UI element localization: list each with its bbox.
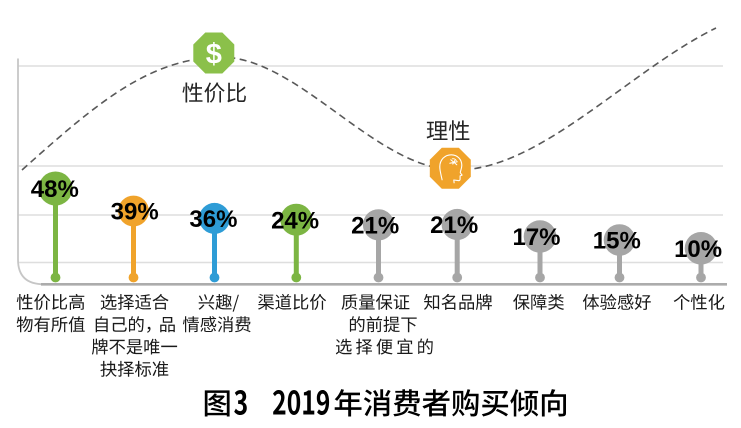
- svg-text:15%: 15%: [593, 228, 641, 255]
- svg-text:36%: 36%: [189, 206, 237, 233]
- svg-text:21%: 21%: [351, 212, 399, 239]
- svg-text:$: $: [206, 39, 222, 71]
- svg-text:48%: 48%: [31, 176, 79, 203]
- svg-text:21%: 21%: [430, 212, 478, 239]
- svg-text:17%: 17%: [512, 224, 560, 251]
- svg-text:24%: 24%: [271, 207, 319, 234]
- svg-text:10%: 10%: [674, 236, 722, 263]
- svg-text:39%: 39%: [111, 199, 159, 226]
